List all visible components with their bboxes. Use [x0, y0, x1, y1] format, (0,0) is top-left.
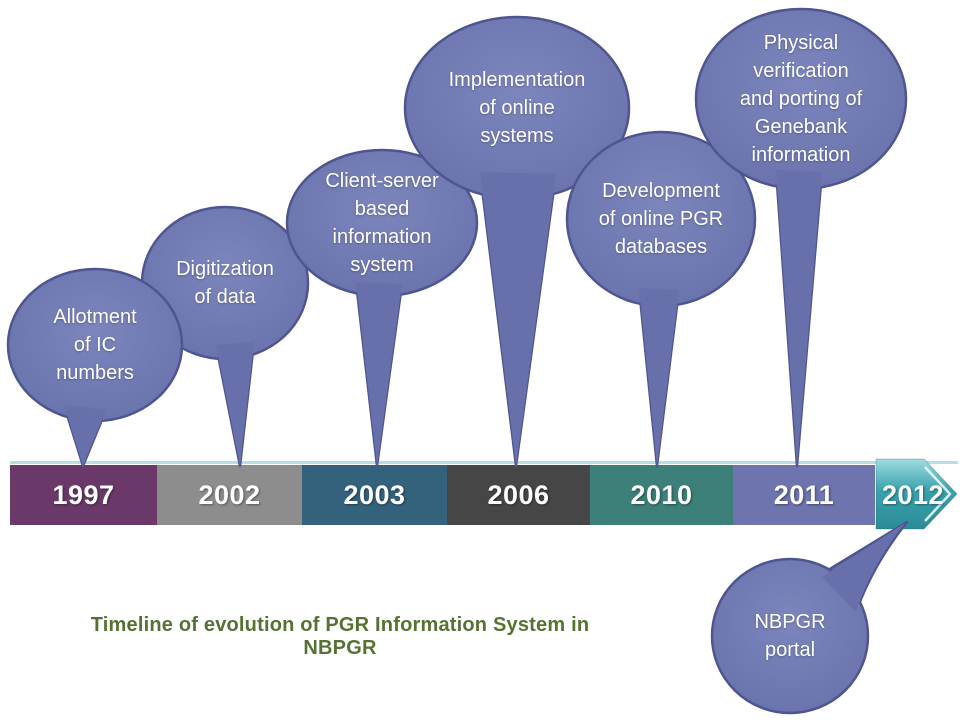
balloon-development-label: Development of online PGR databases [598, 180, 724, 258]
year-label: 2010 [630, 479, 693, 510]
caption: Timeline of evolution of PGR Information… [90, 614, 590, 659]
year-label: 2012 [881, 479, 945, 510]
year-label: 2011 [773, 479, 835, 510]
timeline-segment-2011: 2011 [733, 465, 875, 525]
balloon-implementation-label: Implementation of online systems [448, 69, 586, 147]
timeline-top-edge [10, 461, 958, 464]
balloon-digitization [140, 205, 310, 468]
balloon-client-server-label: Client-server based information system [325, 170, 439, 276]
year-label: 1997 [52, 479, 115, 510]
year-label: 2006 [487, 479, 550, 510]
timeline-segment-2006: 2006 [447, 465, 590, 525]
timeline-segment-2010: 2010 [590, 465, 733, 525]
timeline-segment-2012: 2012 [882, 465, 944, 525]
timeline-segment-2003: 2003 [302, 465, 447, 525]
year-label: 2002 [198, 479, 261, 510]
balloon-allotment-label: Allotment of IC numbers [53, 306, 137, 384]
balloon-digitization-label: Digitization of data [176, 258, 274, 308]
year-label: 2003 [343, 479, 406, 510]
timeline-segment-1997: 1997 [10, 465, 157, 525]
timeline-segment-2002: 2002 [157, 465, 302, 525]
balloon-nbpgr-portal-label: NBPGR portal [754, 611, 826, 661]
balloon-physical-verification-label: Physical verification and porting of Gen… [739, 31, 863, 166]
